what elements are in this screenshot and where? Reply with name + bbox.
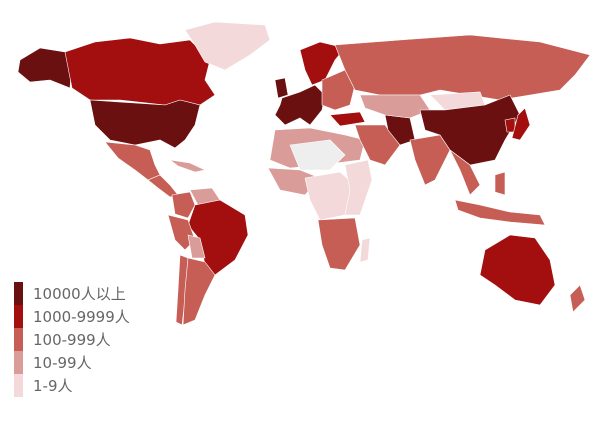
legend-swatch — [14, 351, 23, 374]
region-central-asia[interactable] — [359, 94, 431, 119]
region-indonesia[interactable] — [454, 199, 546, 226]
region-canada[interactable] — [64, 37, 216, 106]
region-east-africa[interactable] — [344, 159, 373, 216]
region-brazil[interactable] — [187, 199, 249, 276]
legend-label: 1-9人 — [33, 377, 73, 395]
legend-swatch — [14, 282, 23, 305]
legend-item[interactable]: 1-9人 — [14, 374, 130, 397]
region-caribbean[interactable] — [169, 159, 206, 173]
legend-swatch — [14, 328, 23, 351]
region-southern-africa[interactable] — [317, 217, 361, 271]
region-russia[interactable] — [334, 34, 591, 101]
legend-label: 10-99人 — [33, 354, 92, 372]
region-western-europe[interactable] — [274, 84, 326, 126]
region-alaska[interactable] — [17, 47, 73, 89]
legend: 10000人以上 1000-9999人 100-999人 10-99人 1-9人 — [14, 282, 130, 397]
region-sahara[interactable] — [289, 139, 346, 171]
legend-label: 100-999人 — [33, 331, 111, 349]
region-india[interactable] — [409, 134, 451, 186]
region-japan[interactable] — [511, 107, 531, 141]
region-scandinavia[interactable] — [299, 41, 346, 86]
region-korea[interactable] — [504, 117, 516, 133]
region-colombia[interactable] — [171, 191, 196, 219]
region-mexico[interactable] — [104, 141, 161, 181]
region-bolivia[interactable] — [187, 234, 206, 259]
legend-item[interactable]: 100-999人 — [14, 328, 130, 351]
legend-item[interactable]: 10-99人 — [14, 351, 130, 374]
region-madagascar[interactable] — [359, 237, 371, 263]
legend-label: 1000-9999人 — [33, 308, 130, 326]
region-uk[interactable] — [274, 77, 289, 99]
region-usa[interactable] — [89, 99, 201, 149]
region-turkey[interactable] — [329, 111, 366, 127]
region-southeast-asia[interactable] — [449, 149, 481, 196]
region-middle-east[interactable] — [354, 124, 401, 166]
legend-item[interactable]: 10000人以上 — [14, 282, 130, 305]
region-china[interactable] — [419, 94, 521, 166]
region-new-zealand[interactable] — [569, 284, 586, 313]
region-greenland[interactable] — [184, 21, 271, 71]
region-central-america[interactable] — [147, 174, 179, 198]
legend-swatch — [14, 374, 23, 397]
legend-swatch — [14, 305, 23, 328]
legend-item[interactable]: 1000-9999人 — [14, 305, 130, 328]
region-philippines[interactable] — [494, 171, 506, 196]
legend-label: 10000人以上 — [33, 285, 126, 303]
region-australia[interactable] — [479, 234, 556, 306]
region-argentina[interactable] — [182, 257, 216, 326]
